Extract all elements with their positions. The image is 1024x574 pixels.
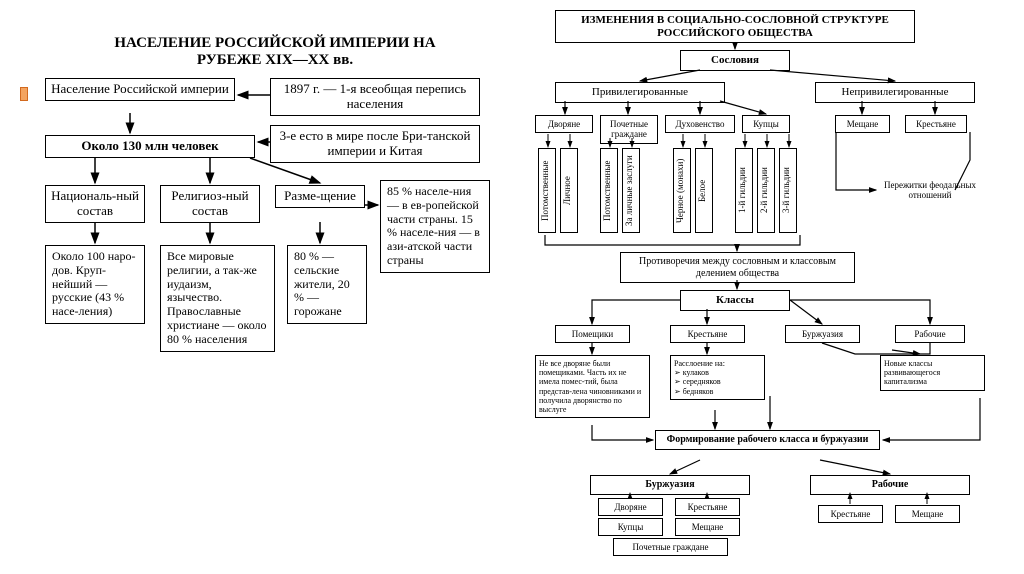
v-potom1: Потомственные <box>538 148 556 233</box>
box-priv: Привилегированные <box>555 82 725 103</box>
v-chernoe: Черное (монахи) <box>673 148 691 233</box>
box-count: Около 130 млн человек <box>45 135 255 158</box>
box-mesch: Мещане <box>835 115 890 133</box>
box-classes: Классы <box>680 290 790 311</box>
note-krest-3: бедняков <box>683 387 714 396</box>
b-mesch: Мещане <box>675 518 740 536</box>
note-krest-1: кулаков <box>683 368 709 377</box>
v-g2: 2-й гильдии <box>757 148 775 233</box>
box-dvoryane: Дворяне <box>535 115 593 133</box>
r-krest: Крестьяне <box>818 505 883 523</box>
box-rel-head: Религиоз-ный состав <box>160 185 260 223</box>
box-krest: Крестьяне <box>905 115 967 133</box>
left-title: НАСЕЛЕНИЕ РОССИЙСКОЙ ИМПЕРИИ НА РУБЕЖЕ X… <box>85 35 465 69</box>
box-loc-body: 80 % — сельские жители, 20 % — горожане <box>287 245 367 324</box>
box-nonpriv: Непривилегированные <box>815 82 975 103</box>
box-burzh: Буржуазия <box>785 325 860 343</box>
r-mesch: Мещане <box>895 505 960 523</box>
v-zaslugi: За личные заслуги <box>622 148 640 233</box>
box-census: 1897 г. — 1-я всеобщая перепись населени… <box>270 78 480 116</box>
b-krest: Крестьяне <box>675 498 740 516</box>
note-krest-head: Расслоение на: <box>674 359 725 368</box>
box-dukh: Духовенство <box>665 115 735 133</box>
box-pct85: 85 % населе-ния — в ев-ропейской части с… <box>380 180 490 273</box>
selection-marker <box>20 87 28 101</box>
box-pochet: Почетные граждане <box>600 115 658 144</box>
v-beloe: Белое <box>695 148 713 233</box>
v-lichnoe: Личное <box>560 148 578 233</box>
box-nat-head: Националь-ный состав <box>45 185 145 223</box>
box-formation: Формирование рабочего класса и буржуазии <box>655 430 880 450</box>
b-kup: Купцы <box>598 518 663 536</box>
box-rel-body: Все мировые религии, а так-же иудаизм, я… <box>160 245 275 352</box>
box-population: Население Российской империи <box>45 78 235 101</box>
box-pomesch: Помещики <box>555 325 630 343</box>
box-kuptsy: Купцы <box>742 115 790 133</box>
box-rank: 3-е есто в мире после Бри-танской импери… <box>270 125 480 163</box>
note-krest-2: середняков <box>683 377 721 386</box>
box-rabochie2: Рабочие <box>810 475 970 495</box>
box-estates: Сословия <box>680 50 790 71</box>
note-cap: Новые классы развивающегося капитализма <box>880 355 985 391</box>
v-g3: 3-й гильдии <box>779 148 797 233</box>
b-poch: Почетные граждане <box>613 538 728 556</box>
box-burzh2: Буржуазия <box>590 475 750 495</box>
box-contra: Противоречия между сословным и классовым… <box>620 252 855 283</box>
box-loc-head: Разме-щение <box>275 185 365 208</box>
v-g1: 1-й гильдии <box>735 148 753 233</box>
note-krest: Расслоение на: ➢ кулаков ➢ середняков ➢ … <box>670 355 765 400</box>
right-title: ИЗМЕНЕНИЯ В СОЦИАЛЬНО-СОСЛОВНОЙ СТРУКТУР… <box>555 10 915 43</box>
b-dvor: Дворяне <box>598 498 663 516</box>
box-rabochie: Рабочие <box>895 325 965 343</box>
note-feudal: Пережитки феодальных отношений <box>880 180 980 201</box>
note-pomesch: Не все дворяне были помещиками. Часть их… <box>535 355 650 418</box>
box-krest2: Крестьяне <box>670 325 745 343</box>
v-potom2: Потомственные <box>600 148 618 233</box>
box-nat-body: Около 100 наро-дов. Круп-нейший — русски… <box>45 245 145 324</box>
